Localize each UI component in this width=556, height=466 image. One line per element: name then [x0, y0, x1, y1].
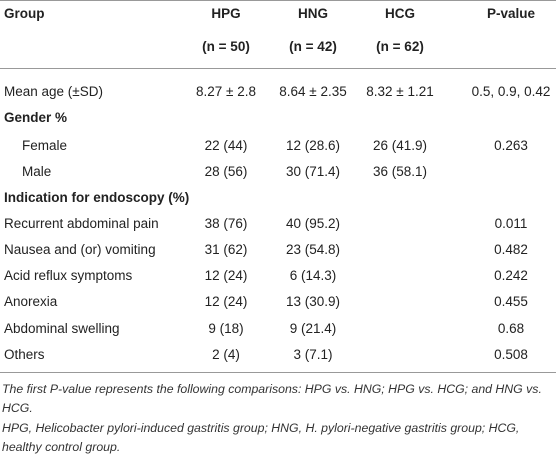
row-label: Others — [4, 347, 45, 362]
cell: 30 (71.4) — [285, 164, 341, 179]
cell: 12 (24) — [204, 294, 248, 309]
row-label: Nausea and (or) vomiting — [4, 242, 156, 257]
section-label: Indication for endoscopy (%) — [4, 190, 190, 205]
footnote: The first P-value represents the followi… — [2, 382, 542, 415]
row-label: Anorexia — [4, 294, 58, 309]
cell: 0.263 — [494, 138, 528, 153]
header-cell: HNG — [298, 6, 328, 21]
cell: 40 (95.2) — [285, 216, 341, 231]
cell: 22 (44) — [204, 138, 248, 153]
top-rule — [0, 0, 556, 1]
cell: 0.5, 0.9, 0.42 — [471, 84, 551, 99]
cell: 0.455 — [494, 294, 528, 309]
section-label: Gender % — [4, 110, 68, 125]
header-cell: P-value — [486, 6, 536, 21]
row-label: Female — [22, 138, 68, 153]
cell: 9 (21.4) — [289, 321, 337, 336]
cell: 12 (28.6) — [285, 138, 341, 153]
cell: 36 (58.1) — [372, 164, 428, 179]
cell: 0.242 — [494, 268, 528, 283]
cell: 38 (76) — [204, 216, 248, 231]
header-cell: HPG — [211, 6, 241, 21]
row-label: Male — [22, 164, 52, 179]
cell: 26 (41.9) — [372, 138, 428, 153]
cell: 2 (4) — [212, 347, 240, 362]
cell: 13 (30.9) — [285, 294, 341, 309]
header-cell: HCG — [385, 6, 415, 21]
row-label: Recurrent abdominal pain — [4, 216, 159, 231]
cell: 23 (54.8) — [285, 242, 341, 257]
cell: 6 (14.3) — [289, 268, 337, 283]
header-n: (n = 42) — [289, 39, 337, 54]
cell: 0.011 — [494, 216, 528, 231]
cell: 9 (18) — [208, 321, 244, 336]
row-label: Acid reflux symptoms — [4, 268, 133, 283]
row-label: Mean age (±SD) — [4, 84, 103, 99]
cell: 28 (56) — [204, 164, 248, 179]
row-label: Abdominal swelling — [4, 321, 120, 336]
header-n: (n = 62) — [376, 39, 424, 54]
header-cell: Group — [4, 6, 45, 21]
header-n: (n = 50) — [202, 39, 250, 54]
cell: 12 (24) — [204, 268, 248, 283]
cell: 0.482 — [494, 242, 528, 257]
bottom-rule — [0, 372, 556, 373]
footnote: HPG, Helicobacter pylori-induced gastrit… — [2, 421, 520, 454]
cell: 8.64 ± 2.35 — [279, 84, 347, 99]
cell: 0.68 — [497, 321, 525, 336]
cell: 31 (62) — [204, 242, 248, 257]
cell: 8.32 ± 1.21 — [366, 84, 434, 99]
header-rule — [0, 68, 556, 69]
cell: 8.27 ± 2.8 — [196, 84, 256, 99]
cell: 0.508 — [494, 347, 528, 362]
cell: 3 (7.1) — [293, 347, 333, 362]
